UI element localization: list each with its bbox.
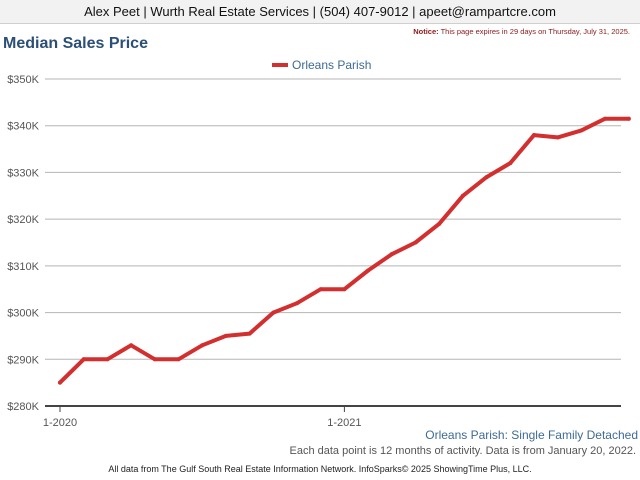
- data-point: [389, 252, 394, 257]
- data-point: [484, 175, 489, 180]
- median-price-chart: $280K $290K $300K $310K $320K $330K $340K $350K…: [7, 58, 631, 429]
- data-point: [152, 357, 157, 362]
- y-tick-label: $330K: [7, 167, 39, 179]
- data-point: [129, 343, 134, 348]
- y-tick-label: $290K: [7, 354, 39, 366]
- chart-title: Median Sales Price: [3, 35, 148, 52]
- series-line-orleans-parish: [58, 116, 631, 385]
- y-tick-label: $310K: [7, 261, 39, 273]
- y-tick-label: $340K: [7, 121, 39, 133]
- notice-text: This page expires in 29 days on Thursday…: [440, 27, 630, 36]
- grid-layer: [45, 78, 621, 360]
- data-point: [437, 221, 442, 226]
- data-point: [295, 301, 299, 306]
- chart-caption: Orleans Parish: Single Family Detached: [425, 428, 638, 442]
- data-source: All data from The Gulf South Real Estate…: [108, 464, 532, 474]
- data-point: [532, 133, 536, 138]
- y-tick-label: $320K: [7, 214, 39, 226]
- contact-header: Alex Peet | Wurth Real Estate Services |…: [0, 0, 640, 24]
- y-tick-label: $300K: [7, 308, 39, 320]
- data-point: [271, 310, 276, 315]
- notice-label: Notice:: [413, 27, 439, 36]
- data-note: Each data point is 12 months of activity…: [289, 445, 636, 457]
- data-point: [579, 128, 584, 133]
- data-point: [81, 357, 86, 362]
- x-tick-label: 1-2020: [43, 417, 77, 429]
- data-point: [603, 116, 608, 121]
- data-point: [555, 135, 560, 140]
- data-point: [413, 240, 418, 245]
- data-point: [318, 287, 323, 292]
- expiry-notice: Notice: This page expires in 29 days on …: [413, 27, 630, 36]
- legend[interactable]: Orleans Parish: [272, 58, 371, 72]
- data-point: [626, 116, 631, 121]
- data-point: [247, 331, 252, 336]
- data-point: [200, 343, 205, 348]
- legend-label[interactable]: Orleans Parish: [292, 58, 371, 72]
- data-point: [460, 193, 465, 198]
- data-point: [508, 161, 513, 166]
- data-point: [58, 380, 62, 385]
- contact-line: Alex Peet | Wurth Real Estate Services |…: [84, 4, 556, 19]
- data-point: [105, 357, 110, 362]
- data-point: [366, 268, 371, 273]
- x-tick-label: 1-2021: [327, 417, 361, 429]
- axis-layer: $280K $290K $300K $310K $320K $330K $340K $350K…: [7, 74, 621, 429]
- data-point: [342, 287, 347, 292]
- y-tick-label: $280K: [7, 401, 39, 413]
- data-point: [176, 357, 181, 362]
- data-point: [223, 333, 228, 338]
- series-layer: [58, 116, 631, 385]
- y-tick-label: $350K: [7, 74, 39, 86]
